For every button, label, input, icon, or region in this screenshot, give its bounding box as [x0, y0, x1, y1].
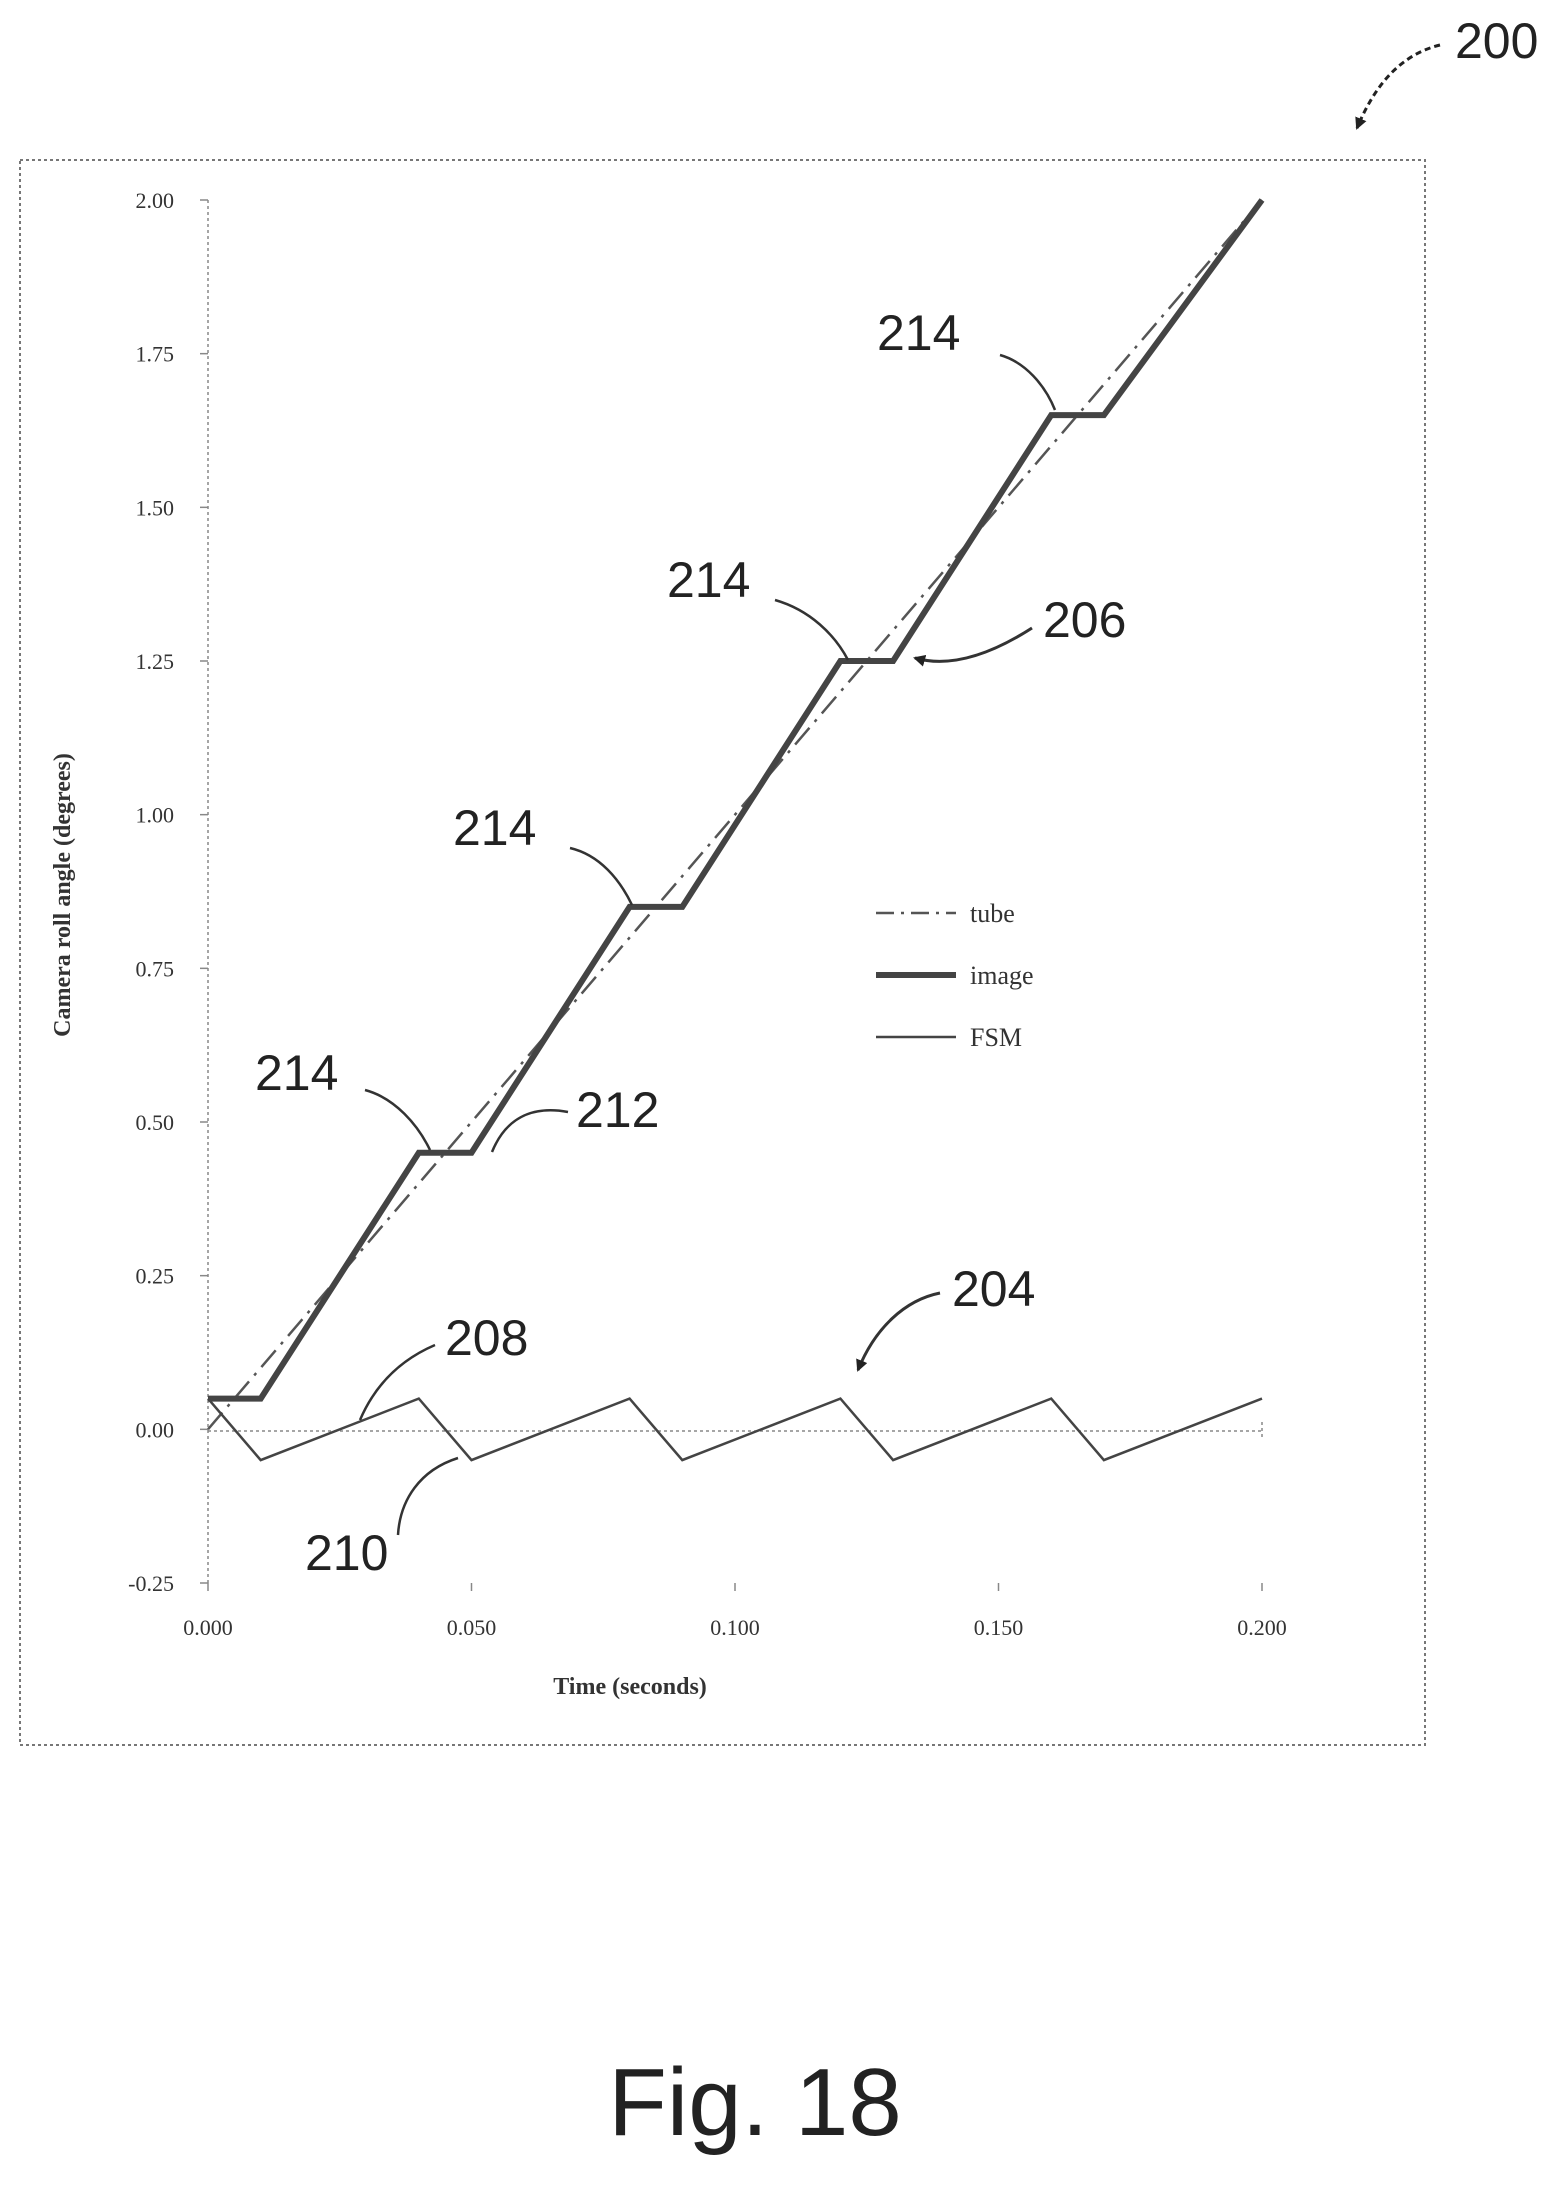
y-tick-label: -0.25	[128, 1571, 174, 1596]
annotations: 214 214 214 214 206 212 208 210 204	[255, 305, 1126, 1581]
x-tick-label: 0.200	[1237, 1615, 1287, 1640]
legend-image-label: image	[970, 961, 1034, 990]
annotation-214-lower: 214	[255, 1045, 338, 1101]
leader-212	[490, 1109, 569, 1153]
figure-caption: Fig. 18	[608, 2049, 901, 2156]
leader-214-top	[999, 353, 1057, 411]
annotation-206: 206	[1043, 592, 1126, 648]
y-tick-label: 0.50	[136, 1110, 175, 1135]
annotation-214-top: 214	[877, 305, 960, 361]
leader-208	[358, 1343, 436, 1421]
chart-frame	[19, 159, 1426, 1746]
x-tick-label: 0.150	[974, 1615, 1024, 1640]
series-fsm-line	[207, 1397, 1263, 1462]
series-tube-line	[207, 199, 1263, 1431]
y-tick-label: 1.25	[136, 649, 175, 674]
annotation-214-middle: 214	[453, 800, 536, 856]
y-tick-label: 0.00	[136, 1417, 175, 1442]
y-ticks: -0.25 0.00 0.25 0.50 0.75 1.00 1.25 1.50 1.75 2.0…	[128, 188, 208, 1596]
arrow-204	[856, 1291, 941, 1372]
y-tick-label: 2.00	[136, 188, 175, 213]
leader-210	[396, 1456, 459, 1536]
x-tick-label: 0.000	[183, 1615, 233, 1640]
x-tick-label: 0.100	[710, 1615, 760, 1640]
legend-fsm-label: FSM	[970, 1023, 1022, 1052]
arrow-206	[913, 626, 1033, 667]
legend: tube image FSM	[876, 899, 1034, 1052]
y-tick-label: 1.00	[136, 803, 175, 828]
y-axis-title: Camera roll angle (degrees)	[50, 753, 76, 1037]
leader-214-lower	[364, 1088, 432, 1151]
y-tick-label: 1.75	[136, 342, 175, 367]
annotation-204: 204	[952, 1261, 1035, 1317]
x-ticks: 0.000 0.050 0.100 0.150 0.200	[183, 1583, 1287, 1640]
series-layer	[207, 198, 1265, 1462]
x-axis-title: Time (seconds)	[553, 1674, 707, 1700]
leader-214-upper	[774, 598, 850, 661]
series-image-line	[208, 198, 1265, 1402]
figure-number-arrow	[1355, 43, 1441, 130]
annotation-212: 212	[576, 1082, 659, 1138]
leader-214-middle	[569, 846, 634, 906]
y-tick-label: 0.75	[136, 956, 175, 981]
annotation-210: 210	[305, 1525, 388, 1581]
figure-number: 200	[1455, 13, 1538, 69]
legend-tube-label: tube	[970, 899, 1015, 928]
y-tick-label: 0.25	[136, 1264, 175, 1289]
y-tick-label: 1.50	[136, 495, 175, 520]
x-tick-label: 0.050	[447, 1615, 497, 1640]
annotation-208: 208	[445, 1310, 528, 1366]
axes	[207, 200, 1263, 1583]
annotation-214-upper: 214	[667, 552, 750, 608]
